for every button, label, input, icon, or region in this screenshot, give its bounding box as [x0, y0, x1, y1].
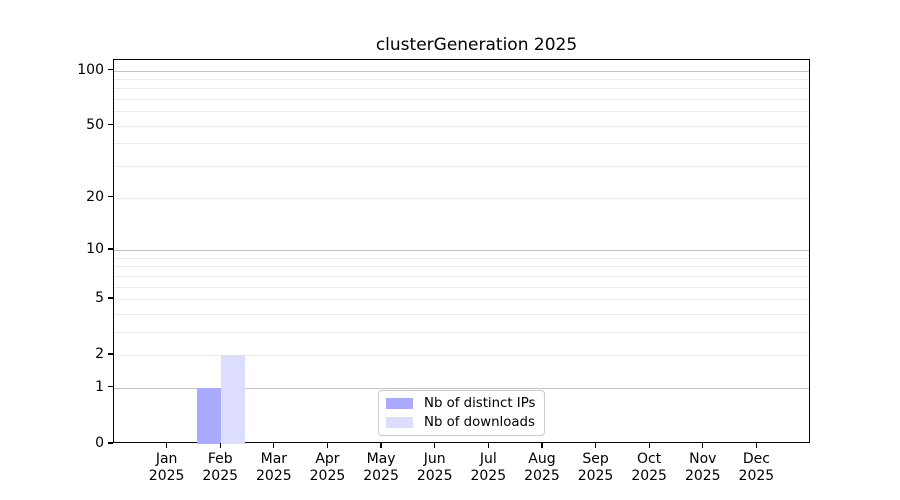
x-tick-label: Apr 2025: [297, 451, 357, 485]
x-tick-label-month: Sep: [582, 451, 609, 467]
legend-item-downloads: Nb of downloads: [386, 413, 537, 432]
minor-gridline: [114, 286, 809, 288]
x-tick-label-year: 2025: [363, 468, 399, 484]
x-tick-label-year: 2025: [738, 468, 775, 484]
y-tick-label: 100: [77, 61, 104, 78]
x-tick-label-year: 2025: [684, 468, 721, 484]
minor-gridline: [114, 355, 809, 357]
x-tick-mark: [541, 443, 543, 448]
x-tick-label-month: May: [366, 451, 396, 467]
x-tick-mark: [166, 443, 168, 448]
x-tick-label-month: Jun: [423, 451, 446, 467]
legend-item-distinct-ips: Nb of distinct IPs: [386, 394, 537, 413]
legend: Nb of distinct IPs Nb of downloads: [378, 390, 545, 436]
x-tick-mark: [273, 443, 275, 448]
x-tick-label: Aug 2025: [512, 451, 572, 485]
minor-gridline: [114, 99, 809, 101]
grid-layer: [114, 60, 809, 442]
x-tick-label-month: Jan: [155, 451, 178, 467]
x-tick-label-month: Dec: [742, 451, 770, 467]
x-tick-mark: [755, 443, 757, 448]
major-gridline: [114, 387, 809, 389]
minor-gridline: [114, 111, 809, 113]
minor-gridline: [114, 257, 809, 259]
x-tick-label-year: 2025: [524, 468, 560, 484]
x-tick-label-year: 2025: [309, 468, 346, 484]
legend-swatch-distinct-ips-icon: [386, 397, 413, 409]
x-tick-label-year: 2025: [577, 468, 614, 484]
y-tick-label: 1: [95, 378, 104, 395]
y-tick-label: 20: [86, 188, 104, 205]
bars-layer: [114, 60, 809, 444]
x-tick-label: Feb 2025: [190, 451, 250, 485]
x-tick-label: Jul 2025: [458, 451, 518, 485]
x-tick-label-month: Feb: [207, 451, 233, 467]
y-tick-label: 5: [95, 289, 104, 306]
x-tick-mark: [434, 443, 436, 448]
minor-gridline: [114, 313, 809, 315]
chart-title: clusterGeneration 2025: [375, 35, 578, 55]
x-tick-label: Dec 2025: [726, 451, 786, 485]
x-tick-mark: [648, 443, 650, 448]
bar-feb-downloads: [221, 355, 246, 444]
x-tick-label-month: Mar: [260, 451, 288, 467]
x-tick-label-year: 2025: [470, 468, 507, 484]
major-gridline: [114, 249, 809, 251]
y-tick-label: 10: [86, 240, 104, 257]
x-tick-mark: [326, 443, 329, 448]
minor-gridline: [114, 331, 809, 333]
minor-gridline: [114, 143, 809, 145]
x-tick-label: Mar 2025: [244, 451, 304, 485]
y-tick-label: 2: [95, 346, 104, 363]
minor-gridline: [114, 298, 809, 300]
minor-gridline: [114, 125, 809, 127]
x-tick-label-year: 2025: [416, 468, 453, 484]
x-tick-label-month: Oct: [637, 451, 662, 467]
x-tick-label-year: 2025: [148, 468, 185, 484]
legend-label-distinct-ips: Nb of distinct IPs: [424, 395, 536, 411]
minor-gridline: [114, 266, 809, 268]
x-tick-label: Sep 2025: [566, 451, 626, 485]
x-tick-label: Nov 2025: [673, 451, 733, 485]
x-tick-label-month: Aug: [528, 451, 556, 467]
y-tick-label: 0: [95, 435, 104, 451]
minor-gridline: [114, 197, 809, 199]
x-tick-label: Oct 2025: [619, 451, 679, 485]
minor-gridline: [114, 78, 809, 80]
legend-swatch-downloads-icon: [386, 417, 413, 429]
x-tick-mark: [702, 443, 704, 448]
x-tick-label-month: Jul: [479, 451, 497, 467]
minor-gridline: [114, 88, 809, 90]
x-tick-label-year: 2025: [256, 468, 292, 484]
y-tick-label: 50: [86, 116, 104, 133]
x-tick-label-month: Apr: [315, 451, 340, 467]
legend-label-downloads: Nb of downloads: [424, 415, 535, 431]
x-tick-mark: [487, 443, 489, 448]
x-tick-label: Jun 2025: [405, 451, 465, 485]
minor-gridline: [114, 166, 809, 168]
x-tick-mark: [594, 443, 597, 448]
x-tick-label-month: Nov: [689, 451, 717, 467]
x-tick-label: Jan 2025: [137, 451, 197, 485]
x-tick-mark: [380, 443, 382, 448]
x-tick-label-year: 2025: [631, 468, 667, 484]
minor-gridline: [114, 275, 809, 277]
x-tick-label: May 2025: [351, 451, 411, 485]
x-tick-label-year: 2025: [202, 468, 239, 484]
major-gridline: [114, 70, 809, 72]
bar-feb-distinct-ips: [197, 387, 222, 444]
plot-area: [113, 59, 810, 444]
